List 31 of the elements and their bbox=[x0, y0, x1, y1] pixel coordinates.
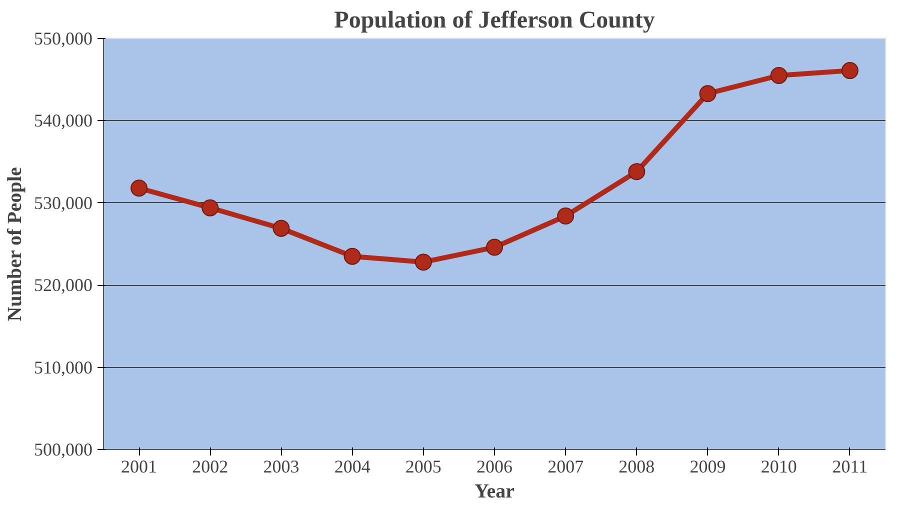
point bbox=[770, 67, 788, 84]
x-tick-label: 2003 bbox=[263, 456, 300, 476]
x-tick-label: 2011 bbox=[832, 456, 868, 476]
y-tick-label: 510,000 bbox=[34, 357, 92, 378]
x-tick-label: 2004 bbox=[334, 456, 370, 476]
point bbox=[628, 163, 646, 180]
x-tick-label: 2010 bbox=[760, 456, 797, 476]
point bbox=[272, 220, 290, 237]
y-tick-label: 520,000 bbox=[34, 275, 92, 296]
point bbox=[557, 208, 574, 225]
point bbox=[202, 199, 219, 216]
point bbox=[344, 248, 361, 265]
point bbox=[414, 254, 432, 271]
x-tick-label: 2005 bbox=[405, 456, 442, 476]
y-tick-label: 500,000 bbox=[34, 440, 92, 460]
point bbox=[841, 62, 858, 80]
x-tick-label: 2008 bbox=[618, 456, 655, 476]
y-axis-title: Number of People bbox=[4, 167, 26, 322]
point bbox=[486, 238, 503, 256]
y-tick-label: 540,000 bbox=[34, 110, 92, 131]
y-tick-label: 530,000 bbox=[34, 192, 92, 213]
x-tick-label: 2002 bbox=[192, 456, 228, 476]
point bbox=[699, 85, 716, 102]
x-tick-label: 2007 bbox=[548, 456, 584, 476]
point bbox=[130, 180, 148, 197]
x-tick-label: 2006 bbox=[476, 456, 512, 476]
x-tick-label: 2001 bbox=[121, 456, 158, 476]
x-tick-label: 2009 bbox=[690, 456, 726, 476]
chart-title: Population of Jefferson County bbox=[334, 8, 655, 34]
y-tick-label: 550,000 bbox=[34, 28, 92, 48]
x-axis-title: Year bbox=[474, 480, 515, 502]
